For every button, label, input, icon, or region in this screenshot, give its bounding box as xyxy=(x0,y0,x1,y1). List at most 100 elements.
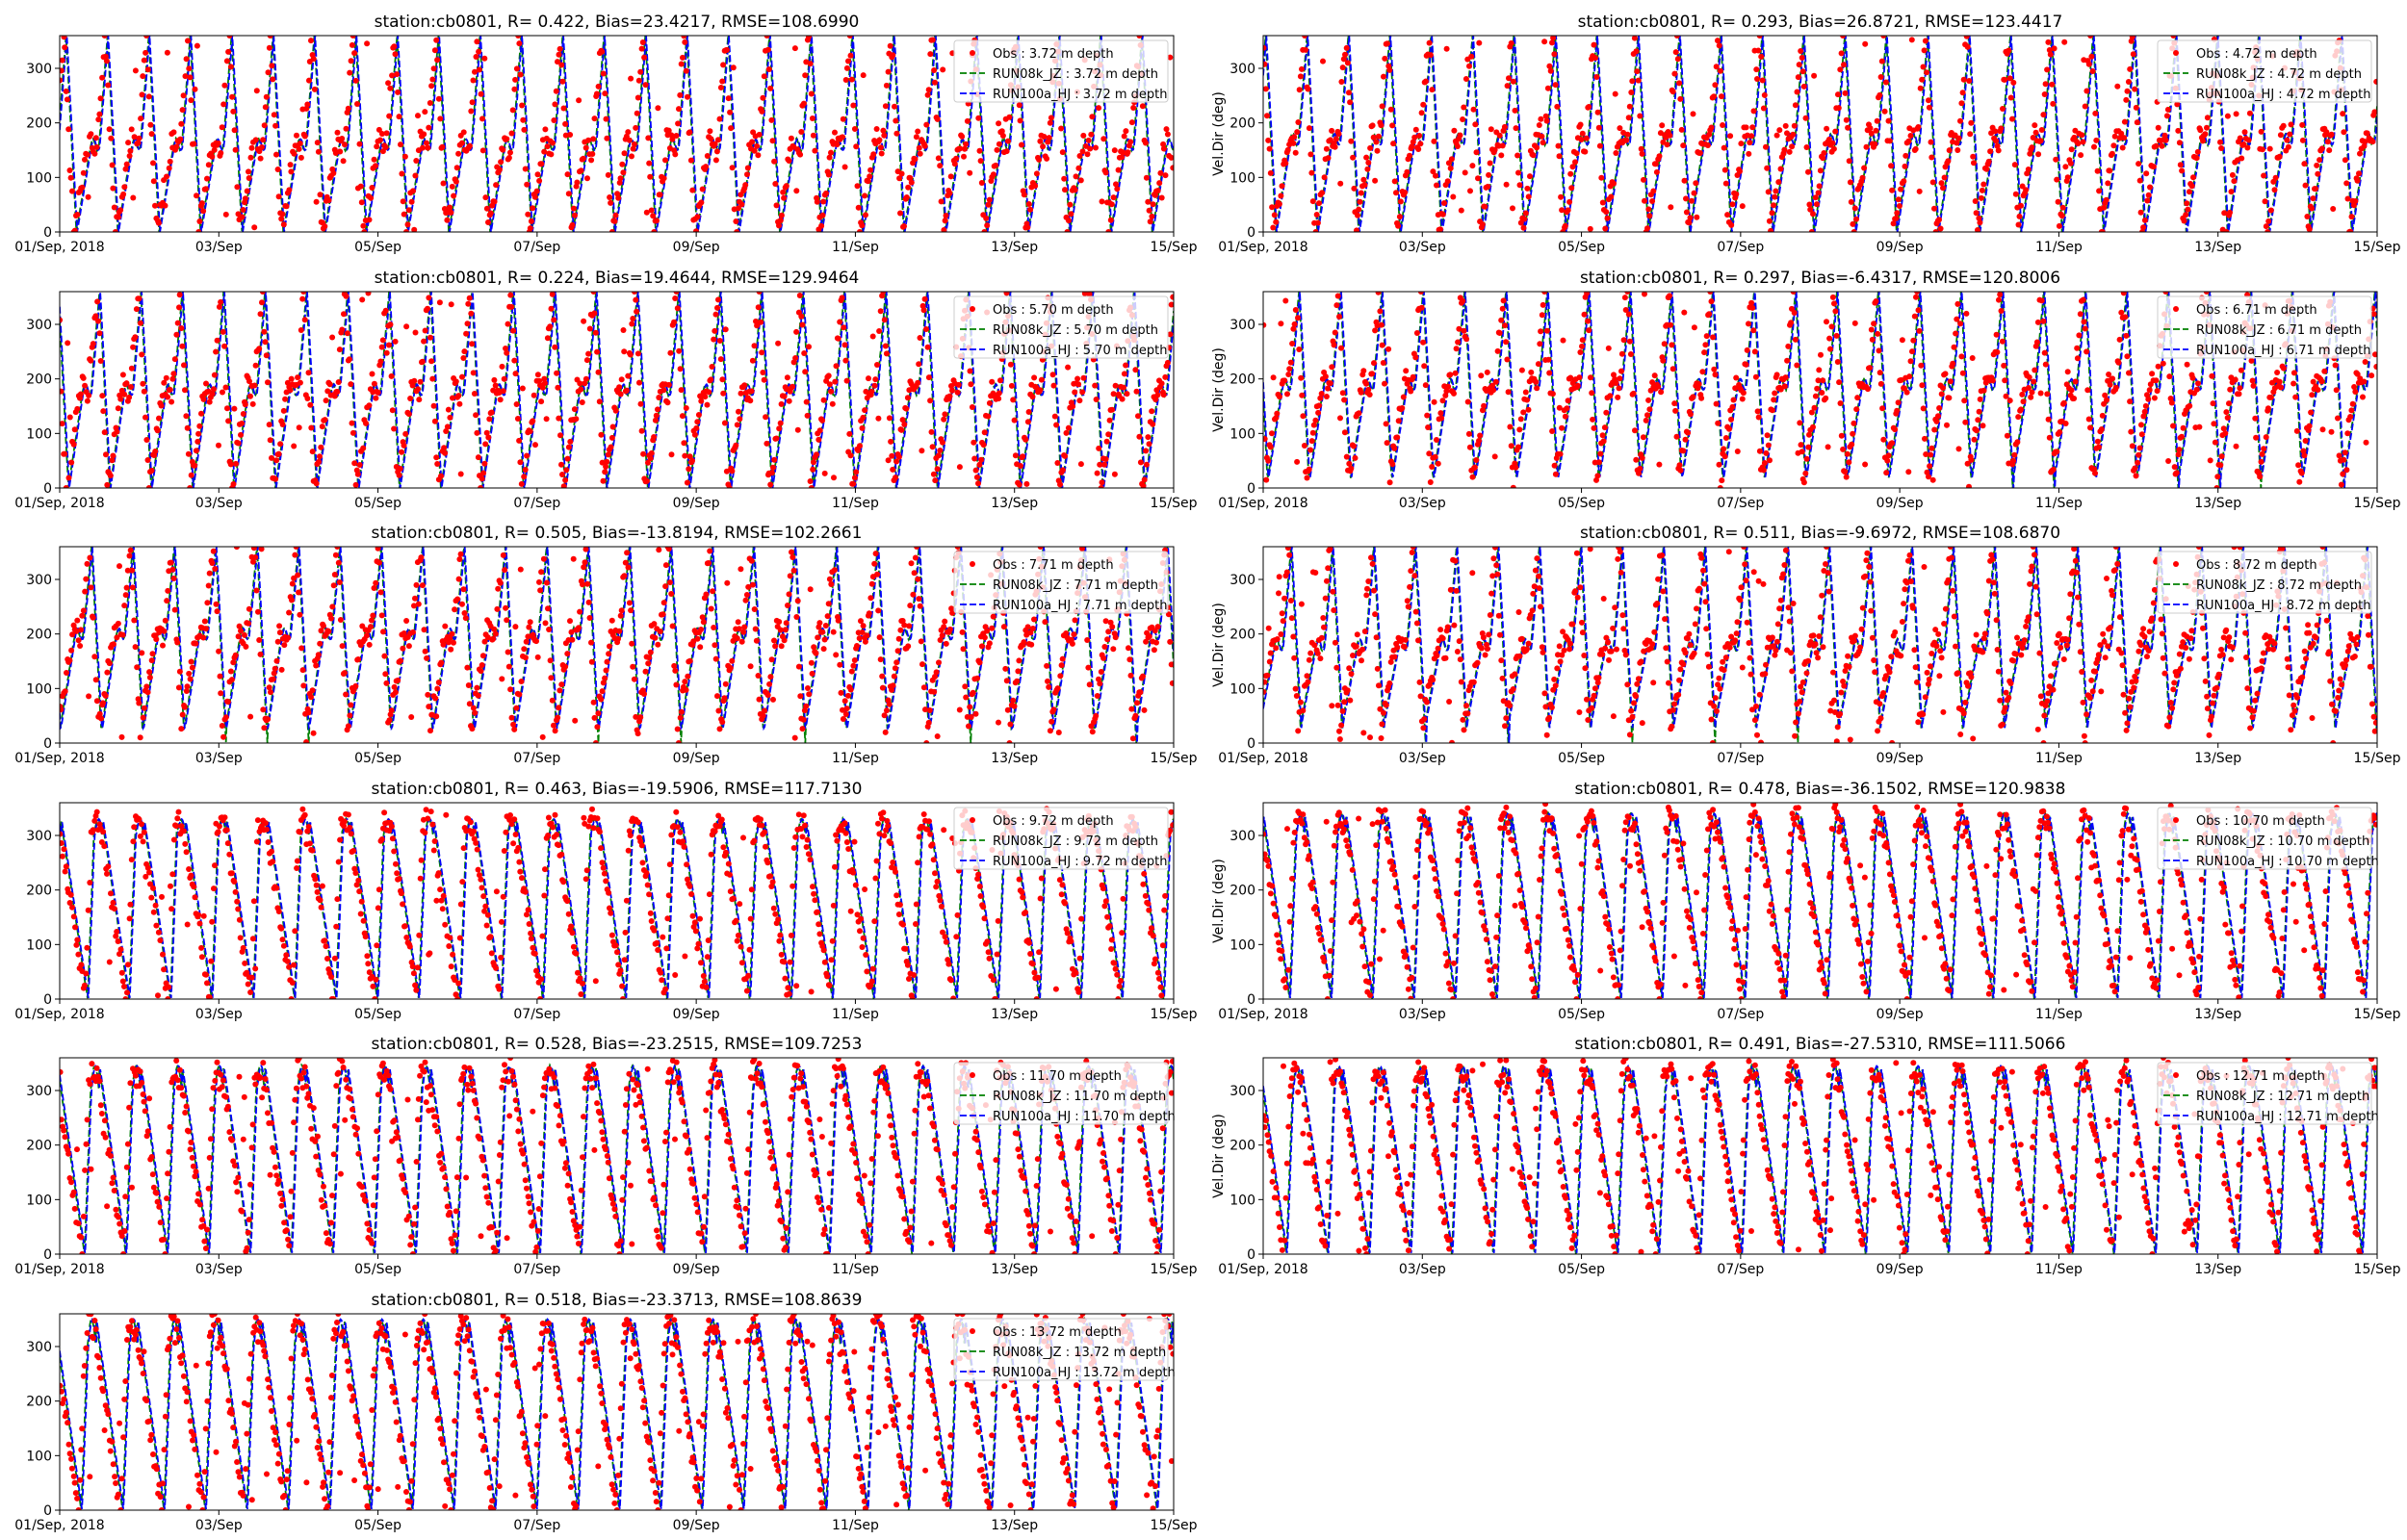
obs-point xyxy=(438,659,445,666)
y-tick-label: 0 xyxy=(1247,481,1255,497)
obs-point xyxy=(433,713,440,720)
y-tick-label: 100 xyxy=(26,170,52,186)
obs-point xyxy=(1164,359,1171,366)
obs-point xyxy=(453,178,459,185)
obs-point xyxy=(1384,40,1390,47)
obs-point xyxy=(2155,124,2161,131)
obs-point xyxy=(811,459,816,466)
obs-point xyxy=(1743,361,1749,368)
obs-point xyxy=(343,293,349,299)
obs-point xyxy=(1307,447,1314,453)
obs-point xyxy=(265,379,271,386)
obs-point xyxy=(258,547,265,552)
x-tick-label: 13/Sep xyxy=(991,496,1038,511)
obs-point xyxy=(592,329,599,336)
obs-point xyxy=(500,146,506,153)
obs-point xyxy=(164,173,169,180)
obs-point xyxy=(112,229,118,232)
obs-point xyxy=(594,724,601,731)
x-tick-label: 07/Sep xyxy=(513,751,560,766)
obs-point xyxy=(1017,117,1023,124)
obs-point xyxy=(1896,203,1902,209)
obs-point xyxy=(1126,645,1131,652)
obs-point xyxy=(771,158,778,165)
obs-point xyxy=(2145,396,2152,402)
obs-point xyxy=(599,48,606,55)
obs-point xyxy=(1999,338,2006,345)
obs-point xyxy=(797,693,804,700)
obs-point xyxy=(2315,170,2321,177)
obs-point xyxy=(1713,64,1720,70)
obs-point xyxy=(227,64,234,70)
obs-point xyxy=(2053,156,2059,163)
obs-point xyxy=(1552,82,1559,89)
obs-point xyxy=(373,163,378,169)
obs-point xyxy=(1279,610,1285,617)
obs-point xyxy=(1111,147,1118,154)
obs-point xyxy=(1769,407,1775,414)
obs-point xyxy=(708,605,714,612)
obs-point xyxy=(169,375,176,382)
obs-point xyxy=(221,343,228,349)
obs-point xyxy=(1401,644,1408,651)
obs-point xyxy=(126,394,133,400)
x-tick-label: 01/Sep, 2018 xyxy=(1218,240,1307,255)
obs-point xyxy=(816,427,823,434)
obs-point xyxy=(2061,38,2068,45)
obs-point xyxy=(392,338,399,345)
obs-point xyxy=(922,706,928,713)
obs-point xyxy=(1772,390,1778,397)
obs-point xyxy=(219,723,225,729)
obs-point xyxy=(872,551,879,557)
obs-point xyxy=(371,156,377,163)
obs-point xyxy=(1032,183,1039,190)
obs-point xyxy=(1338,722,1345,729)
obs-point xyxy=(2372,351,2377,358)
obs-point xyxy=(665,127,672,134)
obs-point xyxy=(198,200,205,207)
obs-point xyxy=(257,651,264,657)
obs-point xyxy=(2309,205,2316,212)
obs-point xyxy=(1998,125,2005,132)
obs-point xyxy=(560,483,567,488)
obs-point xyxy=(261,725,268,732)
legend-entry: RUN08k_JZ : 6.71 m depth xyxy=(2196,323,2362,338)
obs-point xyxy=(1047,119,1053,126)
x-tick-label: 05/Sep xyxy=(354,751,401,766)
obs-point xyxy=(96,710,103,717)
y-tick-label: 300 xyxy=(1229,62,1255,77)
obs-point xyxy=(1517,416,1524,423)
obs-point xyxy=(972,467,979,474)
obs-point xyxy=(194,192,199,199)
obs-point xyxy=(1851,420,1857,426)
obs-point xyxy=(712,311,719,318)
obs-point xyxy=(934,466,941,473)
obs-point xyxy=(1656,461,1663,468)
obs-point xyxy=(2147,184,2153,191)
obs-point xyxy=(603,116,609,122)
obs-point xyxy=(240,207,246,213)
obs-point xyxy=(280,221,287,228)
obs-point xyxy=(931,688,938,695)
obs-point xyxy=(1461,727,1467,733)
obs-point xyxy=(1577,349,1584,355)
obs-point xyxy=(521,646,528,653)
obs-point xyxy=(246,175,252,181)
obs-point xyxy=(1806,201,1813,208)
obs-point xyxy=(1524,185,1531,192)
obs-point xyxy=(819,629,826,635)
obs-point xyxy=(74,405,81,412)
obs-point xyxy=(110,185,116,192)
obs-point xyxy=(1458,679,1464,685)
obs-point xyxy=(309,449,316,455)
obs-point xyxy=(2054,449,2060,455)
obs-point xyxy=(209,391,216,398)
obs-point xyxy=(2220,425,2227,432)
obs-point xyxy=(2135,459,2141,466)
obs-point xyxy=(402,430,409,437)
obs-point xyxy=(1799,68,1806,75)
obs-point xyxy=(1846,459,1852,466)
obs-point xyxy=(1591,424,1597,431)
obs-point xyxy=(1902,163,1908,169)
obs-point xyxy=(630,663,636,670)
